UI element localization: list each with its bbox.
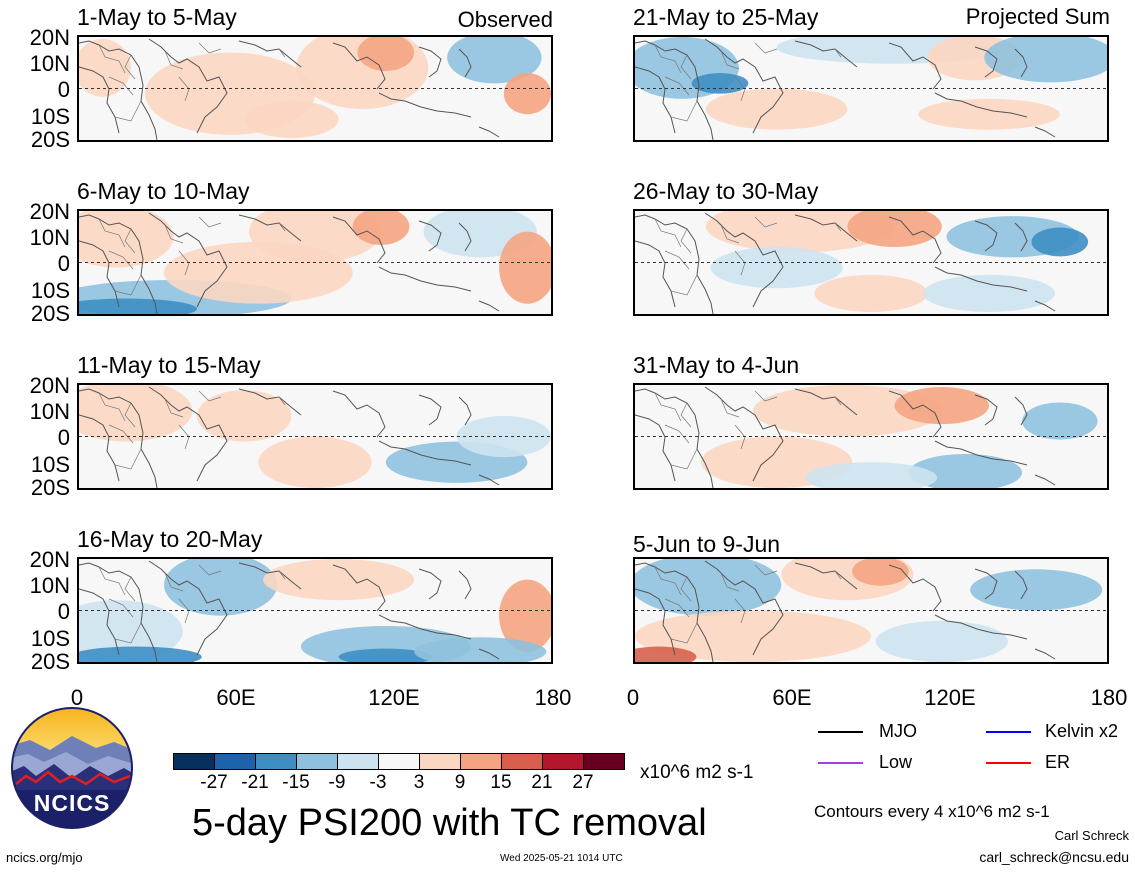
ncics-logo: NCICS <box>10 706 134 830</box>
colorbar-tick-1: -27 <box>200 772 228 793</box>
colorbar-cell-10 <box>542 753 584 770</box>
colorbar-cell-5 <box>337 753 379 770</box>
lat-label-10s-row2: 10S <box>30 278 70 303</box>
lat-label-10n-row4: 10N <box>29 573 70 598</box>
lat-label-20s-row3: 20S <box>30 475 70 500</box>
legend-low-line <box>818 762 863 764</box>
colorbar-cell-7 <box>419 753 461 770</box>
colorbar-tick-10: 27 <box>572 772 594 793</box>
legend-er-label: ER <box>1045 752 1071 772</box>
lat-label-20n-row4: 20N <box>29 547 70 572</box>
lon-label-60e-left: 60E <box>216 685 256 710</box>
legend-low-label: Low <box>879 752 913 772</box>
panel-title-7: 16-May to 20-May <box>77 526 263 552</box>
colorbar-tick-2: -21 <box>241 772 269 793</box>
map-panel-3 <box>77 209 553 316</box>
panel-title-3: 6-May to 10-May <box>77 178 250 204</box>
author: Carl Schreck <box>1054 828 1129 843</box>
colorbar-cell-4 <box>296 753 338 770</box>
legend-mjo-label: MJO <box>879 721 917 741</box>
lat-label-0-row4: 0 <box>57 599 70 624</box>
colorbar-cell-6 <box>378 753 420 770</box>
lon-label-60e-right: 60E <box>772 685 812 710</box>
legend-kelvin-label: Kelvin x2 <box>1045 721 1119 741</box>
colorbar-tick-6: 3 <box>413 772 425 793</box>
colorbar-cell-2 <box>214 753 256 770</box>
lat-label-20n-row1: 20N <box>29 25 70 50</box>
lon-label-120e-right: 120E <box>924 685 976 710</box>
lat-label-0-row3: 0 <box>57 425 70 450</box>
colorbar-tick-4: -9 <box>328 772 346 793</box>
panel-title-8: 5-Jun to 9-Jun <box>633 531 781 557</box>
colorbar-tick-7: 9 <box>454 772 466 793</box>
lat-label-10n-row1: 10N <box>29 51 70 76</box>
panel-title-6: 31-May to 4-Jun <box>633 352 800 378</box>
panel-title-2: 21-May to 25-May <box>633 4 819 30</box>
colorbar-tick-3: -15 <box>282 772 310 793</box>
map-panel-4 <box>633 209 1109 316</box>
colorbar-cell-3 <box>255 753 297 770</box>
colorbar-tick-5: -3 <box>369 772 387 793</box>
map-panel-6 <box>633 383 1109 490</box>
main-title: 5-day PSI200 with TC removal <box>192 802 707 844</box>
lat-label-20s-row2: 20S <box>30 301 70 326</box>
lat-label-20s-row4: 20S <box>30 649 70 674</box>
colorbar-tick-8: 15 <box>490 772 512 793</box>
author-email: carl_schreck@ncsu.edu <box>979 849 1129 865</box>
lon-label-180-left: 180 <box>534 685 572 710</box>
lat-label-10s-row1: 10S <box>30 104 70 129</box>
panel-title-4: 26-May to 30-May <box>633 178 819 204</box>
panel-title-5: 11-May to 15-May <box>77 352 261 378</box>
map-panel-8 <box>633 557 1109 664</box>
colorbar-units: x10^6 m2 s-1 <box>640 762 754 783</box>
lon-label-120e-left: 120E <box>368 685 420 710</box>
colorbar-cell-11 <box>583 753 625 770</box>
colorbar-tick-9: 21 <box>531 772 553 793</box>
timestamp: Wed 2025-05-21 1014 UTC <box>500 853 623 864</box>
legend-er-line <box>986 762 1031 764</box>
lat-label-0-row1: 0 <box>57 77 70 102</box>
panel-label-projected: Projected Sum <box>965 4 1110 29</box>
panel-title-1: 1-May to 5-May <box>77 4 237 30</box>
map-panel-1 <box>77 35 553 142</box>
logo-text: NCICS <box>33 790 111 816</box>
lon-label-0-right: 0 <box>626 685 640 710</box>
lat-label-10n-row2: 10N <box>29 225 70 250</box>
lat-label-10s-row4: 10S <box>30 626 70 651</box>
lat-label-10n-row3: 10N <box>29 399 70 424</box>
lon-label-0-left: 0 <box>70 685 84 710</box>
lat-label-10s-row3: 10S <box>30 452 70 477</box>
colorbar-cell-9 <box>501 753 543 770</box>
lat-label-20s-row1: 20S <box>30 127 70 152</box>
panel-label-observed: Observed <box>457 7 553 32</box>
map-panel-5 <box>77 383 553 490</box>
lat-label-20n-row3: 20N <box>29 373 70 398</box>
colorbar-cell-8 <box>460 753 502 770</box>
contour-note: Contours every 4 x10^6 m2 s-1 <box>814 802 1050 821</box>
site-url: ncics.org/mjo <box>6 850 83 865</box>
map-panel-2 <box>633 35 1109 142</box>
colorbar-cell-1 <box>173 753 215 770</box>
lat-label-20n-row2: 20N <box>29 199 70 224</box>
legend-mjo-line <box>818 731 863 733</box>
lon-label-180-right: 180 <box>1090 685 1128 710</box>
lat-label-0-row2: 0 <box>57 251 70 276</box>
legend-kelvin-line <box>986 731 1031 733</box>
map-panel-7 <box>77 557 553 664</box>
